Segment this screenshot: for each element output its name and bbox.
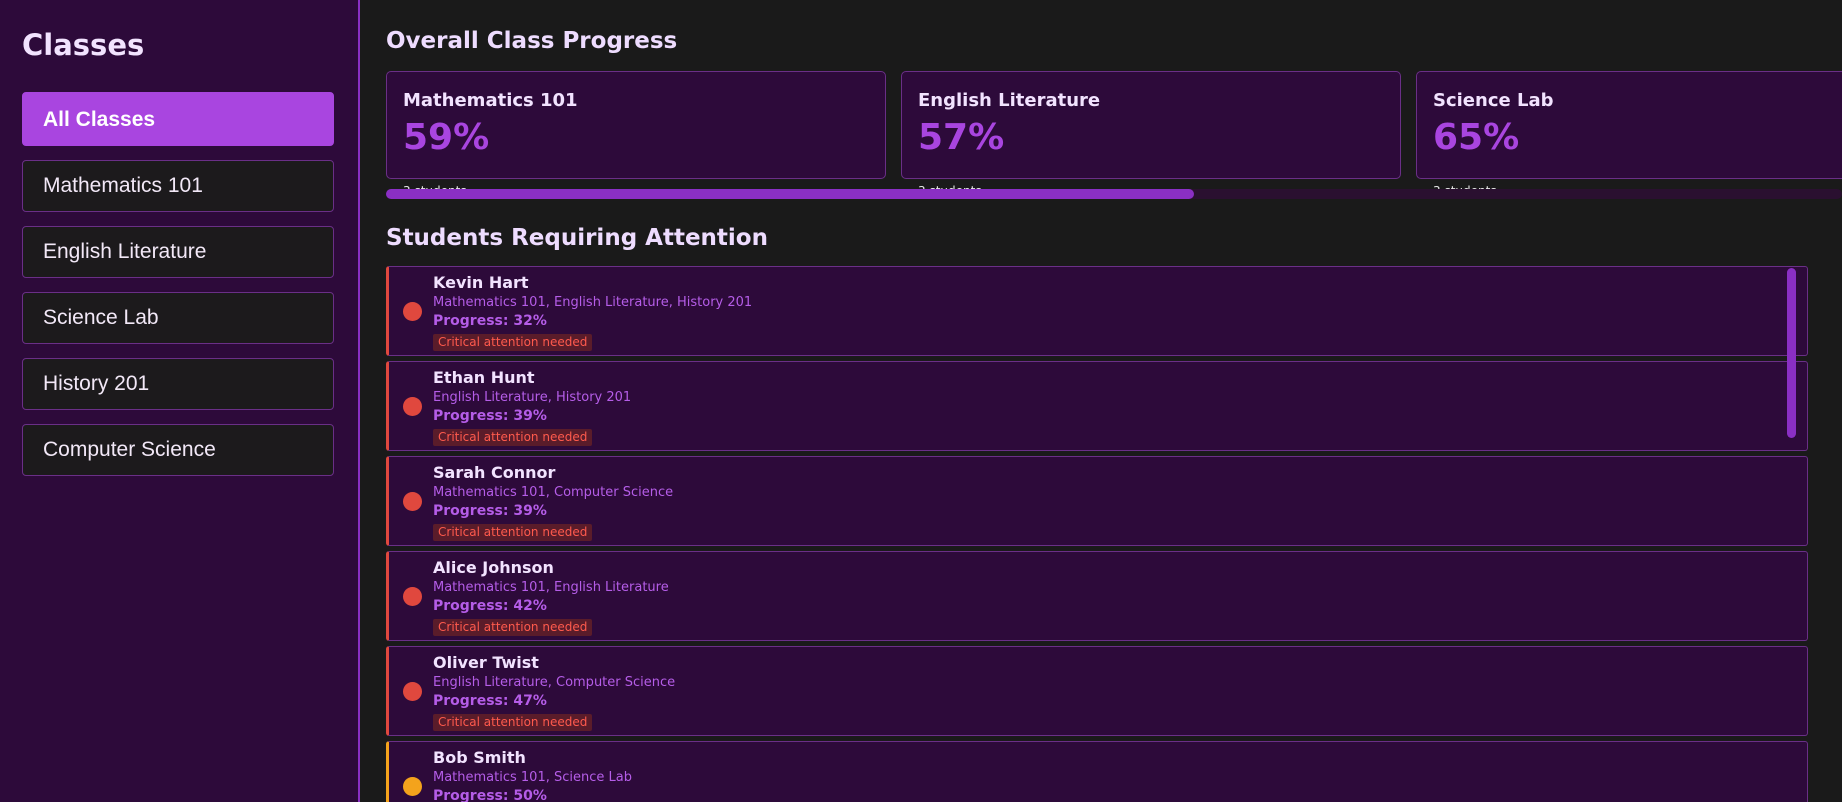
student-item[interactable]: Oliver Twist English Literature, Compute…: [386, 646, 1808, 736]
student-classes: Mathematics 101, English Literature: [433, 580, 669, 595]
status-badge: Critical attention needed: [433, 714, 593, 731]
class-card[interactable]: Mathematics 101 59% 3 students: [386, 71, 886, 198]
class-card-name: Science Lab: [1433, 90, 1554, 111]
status-badge: Critical attention needed: [433, 429, 593, 446]
class-card-percent: 65%: [1433, 117, 1520, 158]
status-dot-icon: [403, 302, 422, 321]
student-name: Alice Johnson: [433, 558, 554, 577]
sidebar-title: Classes: [22, 28, 145, 62]
student-item[interactable]: Sarah Connor Mathematics 101, Computer S…: [386, 456, 1808, 546]
student-item[interactable]: Alice Johnson Mathematics 101, English L…: [386, 551, 1808, 641]
student-progress: Progress: 39%: [433, 503, 547, 519]
student-item[interactable]: Bob Smith Mathematics 101, Science Lab P…: [386, 741, 1808, 802]
student-classes: Mathematics 101, English Literature, His…: [433, 295, 753, 310]
class-card[interactable]: English Literature 57% 3 students: [901, 71, 1401, 198]
student-progress: Progress: 39%: [433, 408, 547, 424]
students-list: Kevin Hart Mathematics 101, English Lite…: [386, 266, 1808, 802]
status-dot-icon: [403, 777, 422, 796]
student-name: Bob Smith: [433, 748, 526, 767]
status-badge: Critical attention needed: [433, 619, 593, 636]
student-progress: Progress: 47%: [433, 693, 547, 709]
student-name: Oliver Twist: [433, 653, 539, 672]
student-name: Ethan Hunt: [433, 368, 535, 387]
class-card-name: Mathematics 101: [403, 90, 578, 111]
status-badge: Critical attention needed: [433, 524, 593, 541]
sidebar-item-history-201[interactable]: History 201: [22, 358, 334, 410]
scrollbar-thumb[interactable]: [386, 189, 1194, 199]
main-content: Overall Class Progress Mathematics 101 5…: [360, 0, 1842, 802]
sidebar-item-mathematics-101[interactable]: Mathematics 101: [22, 160, 334, 212]
student-name: Sarah Connor: [433, 463, 556, 482]
sidebar-item-all-classes[interactable]: All Classes: [22, 92, 334, 146]
status-dot-icon: [403, 682, 422, 701]
status-dot-icon: [403, 587, 422, 606]
student-classes: English Literature, History 201: [433, 390, 632, 405]
class-card-name: English Literature: [918, 90, 1101, 111]
attention-section-title: Students Requiring Attention: [386, 225, 768, 251]
student-progress: Progress: 32%: [433, 313, 547, 329]
status-badge: Critical attention needed: [433, 334, 593, 351]
class-progress-cards[interactable]: Mathematics 101 59% 3 students English L…: [386, 71, 1842, 201]
sidebar-item-computer-science[interactable]: Computer Science: [22, 424, 334, 476]
cards-horizontal-scrollbar[interactable]: [386, 189, 1842, 199]
status-dot-icon: [403, 397, 422, 416]
student-progress: Progress: 50%: [433, 788, 547, 802]
student-name: Kevin Hart: [433, 273, 529, 292]
students-vertical-scrollbar[interactable]: [1787, 268, 1796, 438]
class-card-percent: 57%: [918, 117, 1005, 158]
student-progress: Progress: 42%: [433, 598, 547, 614]
class-card[interactable]: Science Lab 65% 3 students: [1416, 71, 1842, 198]
status-dot-icon: [403, 492, 422, 511]
student-classes: Mathematics 101, Computer Science: [433, 485, 674, 500]
sidebar-item-english-literature[interactable]: English Literature: [22, 226, 334, 278]
student-classes: Mathematics 101, Science Lab: [433, 770, 632, 785]
student-item[interactable]: Kevin Hart Mathematics 101, English Lite…: [386, 266, 1808, 356]
class-card-percent: 59%: [403, 117, 490, 158]
sidebar-item-science-lab[interactable]: Science Lab: [22, 292, 334, 344]
student-item[interactable]: Ethan Hunt English Literature, History 2…: [386, 361, 1808, 451]
progress-section-title: Overall Class Progress: [386, 28, 678, 54]
sidebar: Classes All Classes Mathematics 101 Engl…: [0, 0, 360, 802]
student-classes: English Literature, Computer Science: [433, 675, 676, 690]
